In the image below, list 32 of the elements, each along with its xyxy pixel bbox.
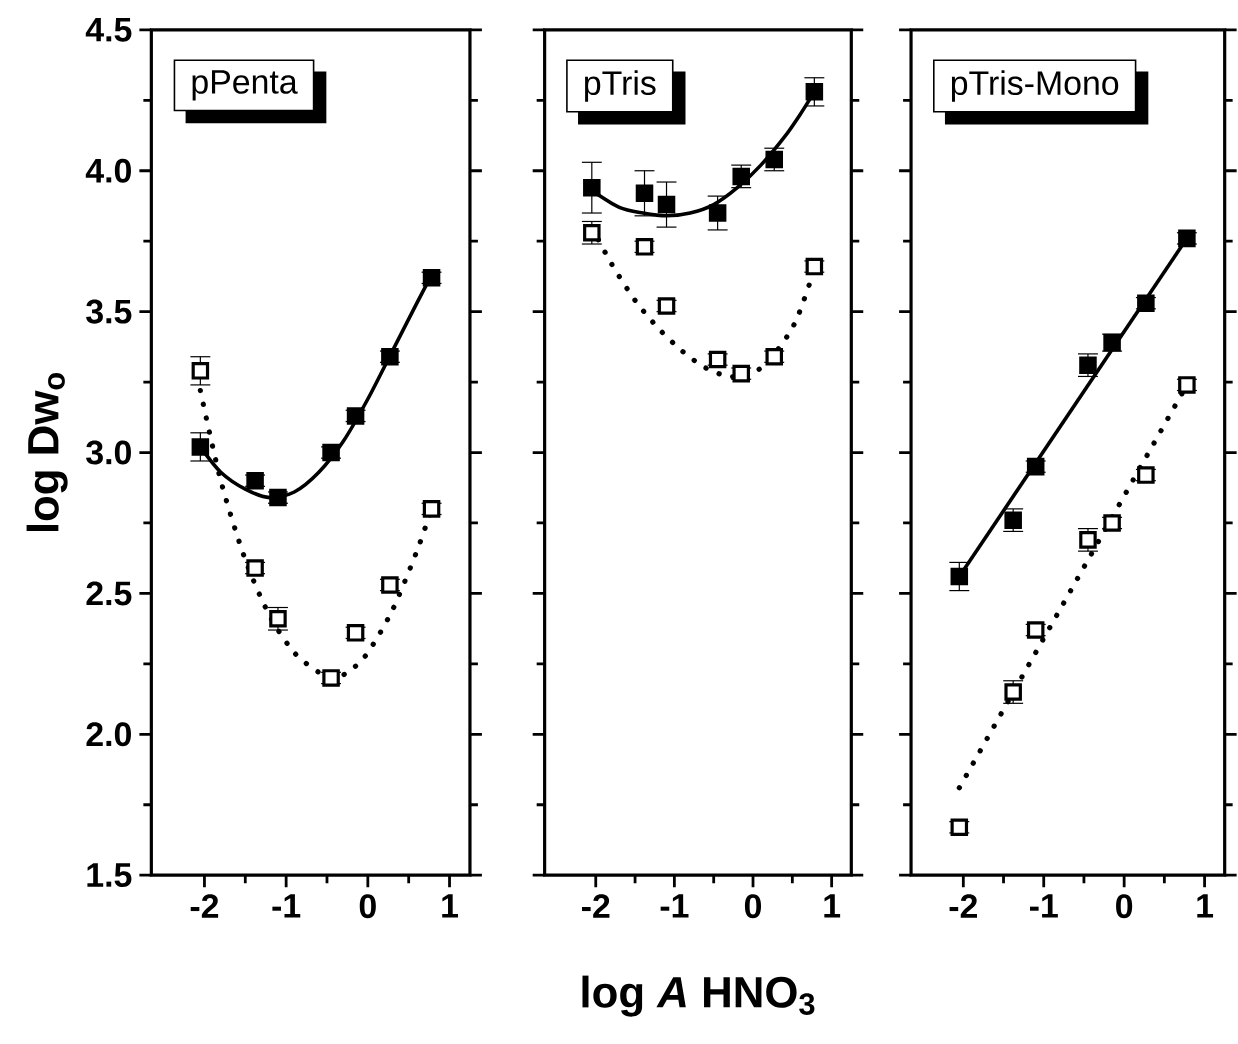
x-tick-label: -2 bbox=[582, 893, 610, 918]
x-tick-label: 0 bbox=[744, 893, 762, 918]
y-tick-label: 3.5 bbox=[86, 299, 132, 324]
point bbox=[635, 184, 654, 202]
x-tick-label: -2 bbox=[190, 893, 219, 918]
point bbox=[583, 178, 601, 197]
x-tick-label: -1 bbox=[272, 893, 301, 918]
x-tick-label: 1 bbox=[442, 893, 459, 918]
y-tick-label: 2.5 bbox=[86, 581, 132, 606]
x-tick-label: -1 bbox=[1030, 893, 1058, 918]
point bbox=[191, 361, 210, 380]
y-tick-label: 4.0 bbox=[85, 158, 131, 183]
point bbox=[657, 195, 676, 214]
x-axis-title: log A HNO$_{3}$ bbox=[582, 975, 815, 1017]
x-tick-label: 0 bbox=[359, 893, 376, 918]
y-tick-label: 2.0 bbox=[86, 722, 131, 747]
text: pTris-Mono bbox=[951, 70, 1119, 102]
x-tick-label: -1 bbox=[660, 893, 689, 918]
y-tick-label: 3.0 bbox=[86, 440, 131, 465]
y-tick-label: 4.5 bbox=[85, 17, 132, 42]
point bbox=[191, 437, 210, 456]
point bbox=[805, 82, 824, 101]
point bbox=[950, 567, 969, 586]
y-axis-title: log Dw$_{o}$ bbox=[26, 372, 68, 531]
x-tick-label: -2 bbox=[949, 893, 977, 918]
text: pTris bbox=[585, 70, 656, 102]
x-tick-label: 1 bbox=[824, 893, 841, 918]
x-tick-label: 1 bbox=[1197, 893, 1214, 918]
text: pPenta bbox=[192, 69, 298, 101]
y-tick-label: 1.5 bbox=[87, 863, 132, 887]
x-tick-label: 0 bbox=[1116, 893, 1133, 918]
point bbox=[708, 204, 727, 222]
